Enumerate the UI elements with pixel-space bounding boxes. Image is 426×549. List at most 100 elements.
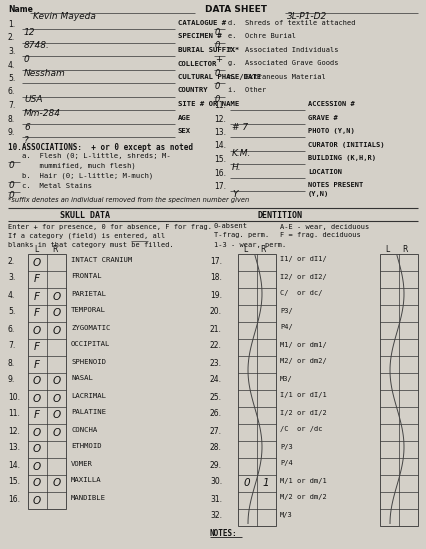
Text: 0: 0 bbox=[9, 160, 15, 170]
Text: 31.: 31. bbox=[210, 495, 222, 503]
Text: M/2 or dm/2: M/2 or dm/2 bbox=[280, 495, 327, 501]
Text: 10.: 10. bbox=[8, 393, 20, 401]
Text: e.  Ochre Burial: e. Ochre Burial bbox=[228, 33, 296, 40]
Text: 16.: 16. bbox=[214, 169, 226, 177]
Text: Enter + for presence, 0 for absence, F for frag.: Enter + for presence, 0 for absence, F f… bbox=[8, 223, 212, 229]
Text: PALATINE: PALATINE bbox=[71, 410, 106, 416]
Text: 16.: 16. bbox=[8, 495, 20, 503]
Text: CONCHA: CONCHA bbox=[71, 427, 97, 433]
Text: O: O bbox=[33, 479, 41, 489]
Text: F: F bbox=[34, 411, 40, 421]
Text: A-E - wear, deciduous: A-E - wear, deciduous bbox=[280, 223, 369, 229]
Text: R: R bbox=[260, 245, 265, 255]
Text: 17.: 17. bbox=[210, 256, 222, 266]
Text: /C  or /dc: /C or /dc bbox=[280, 427, 322, 433]
Text: O: O bbox=[53, 309, 61, 318]
Text: P/4: P/4 bbox=[280, 461, 293, 467]
Text: 9.: 9. bbox=[8, 376, 15, 384]
Text: 0: 0 bbox=[215, 69, 220, 77]
Text: O: O bbox=[33, 257, 41, 267]
Text: K.M.: K.M. bbox=[232, 149, 251, 159]
Text: L: L bbox=[243, 245, 247, 255]
Text: DENTITION: DENTITION bbox=[258, 210, 303, 220]
Text: 22.: 22. bbox=[210, 341, 222, 350]
Text: 12.: 12. bbox=[8, 427, 20, 435]
Text: T-frag. perm.: T-frag. perm. bbox=[214, 232, 269, 238]
Text: +: + bbox=[215, 55, 222, 64]
Text: FRONTAL: FRONTAL bbox=[71, 273, 102, 279]
Text: O: O bbox=[53, 377, 61, 386]
Text: 3L-P1-D2: 3L-P1-D2 bbox=[287, 12, 327, 21]
Text: 5.: 5. bbox=[8, 307, 15, 317]
Text: LOCATION: LOCATION bbox=[308, 169, 342, 175]
Bar bbox=[380, 254, 418, 525]
Text: NOTES PRESENT: NOTES PRESENT bbox=[308, 182, 363, 188]
Text: SKULL DATA: SKULL DATA bbox=[60, 210, 110, 220]
Text: d.  Shreds of textile attached: d. Shreds of textile attached bbox=[228, 20, 356, 26]
Text: L: L bbox=[385, 245, 389, 255]
Text: 3.: 3. bbox=[8, 273, 15, 283]
Text: 24.: 24. bbox=[210, 376, 222, 384]
Text: O: O bbox=[53, 326, 61, 335]
Text: 12.: 12. bbox=[214, 115, 226, 124]
Text: I/2 or dI/2: I/2 or dI/2 bbox=[280, 410, 327, 416]
Text: 19.: 19. bbox=[210, 290, 222, 300]
Text: R: R bbox=[402, 245, 407, 255]
Text: 11.: 11. bbox=[8, 410, 20, 418]
Text: BURIAL SUFFIX*: BURIAL SUFFIX* bbox=[178, 47, 239, 53]
Text: LACRIMAL: LACRIMAL bbox=[71, 393, 106, 399]
Text: 6.: 6. bbox=[8, 324, 15, 333]
Text: 1: 1 bbox=[263, 479, 269, 489]
Text: AGE: AGE bbox=[178, 115, 191, 120]
Text: Kevin Mayeda: Kevin Mayeda bbox=[33, 12, 96, 21]
Text: O: O bbox=[33, 428, 41, 438]
Text: F: F bbox=[34, 360, 40, 369]
Text: SEX: SEX bbox=[178, 128, 191, 134]
Text: OCCIPITAL: OCCIPITAL bbox=[71, 341, 110, 348]
Text: 10.ASSOCIATIONS:  + or 0 except as noted: 10.ASSOCIATIONS: + or 0 except as noted bbox=[8, 143, 193, 152]
Text: g.  Associated Grave Goods: g. Associated Grave Goods bbox=[228, 60, 339, 66]
Text: PHOTO (Y,N): PHOTO (Y,N) bbox=[308, 128, 355, 134]
Text: 0: 0 bbox=[215, 82, 220, 91]
Text: USA: USA bbox=[24, 96, 43, 104]
Text: CULTURAL PHASE/DATE: CULTURAL PHASE/DATE bbox=[178, 74, 261, 80]
Text: blanks in that category must be filled.: blanks in that category must be filled. bbox=[8, 242, 174, 248]
Text: SPHENOID: SPHENOID bbox=[71, 358, 106, 365]
Text: 0: 0 bbox=[244, 479, 250, 489]
Text: a.  Flesh (0; L-little, shreds; M-: a. Flesh (0; L-little, shreds; M- bbox=[22, 153, 171, 159]
Text: # 7: # 7 bbox=[232, 122, 248, 132]
Text: O: O bbox=[33, 496, 41, 506]
Text: 29.: 29. bbox=[210, 461, 222, 469]
Text: F: F bbox=[34, 274, 40, 284]
Text: O: O bbox=[33, 377, 41, 386]
Text: 6.: 6. bbox=[8, 87, 15, 97]
Text: (Y,N): (Y,N) bbox=[308, 191, 329, 197]
Text: I/1 or dI/1: I/1 or dI/1 bbox=[280, 393, 327, 399]
Text: 4.: 4. bbox=[8, 60, 15, 70]
Text: L: L bbox=[34, 245, 38, 255]
Text: VOMER: VOMER bbox=[71, 461, 93, 467]
Text: 9.: 9. bbox=[8, 128, 15, 137]
Text: GRAVE #: GRAVE # bbox=[308, 115, 338, 120]
Text: F: F bbox=[34, 292, 40, 301]
Text: 0: 0 bbox=[9, 181, 15, 189]
Text: COLLECTOR: COLLECTOR bbox=[178, 60, 217, 66]
Text: b.  Hair (0; L-little; M-much): b. Hair (0; L-little; M-much) bbox=[22, 172, 153, 179]
Text: 0-absent: 0-absent bbox=[214, 223, 248, 229]
Text: 8.: 8. bbox=[8, 115, 15, 124]
Text: i.  Other: i. Other bbox=[228, 87, 266, 93]
Text: 8.: 8. bbox=[8, 358, 15, 367]
Text: 15.: 15. bbox=[8, 478, 20, 486]
Text: 3.: 3. bbox=[8, 47, 15, 56]
Text: 7.: 7. bbox=[8, 101, 15, 110]
Text: O: O bbox=[53, 428, 61, 438]
Text: 14.: 14. bbox=[214, 142, 226, 150]
Text: 1.: 1. bbox=[8, 20, 15, 29]
Text: Y: Y bbox=[232, 190, 238, 199]
Text: 17.: 17. bbox=[214, 182, 226, 191]
Text: f.  Associated Individuals: f. Associated Individuals bbox=[228, 47, 339, 53]
Text: 8748.: 8748. bbox=[24, 42, 50, 51]
Text: P3/: P3/ bbox=[280, 307, 293, 313]
Bar bbox=[28, 254, 66, 508]
Text: C/  or dc/: C/ or dc/ bbox=[280, 290, 322, 296]
